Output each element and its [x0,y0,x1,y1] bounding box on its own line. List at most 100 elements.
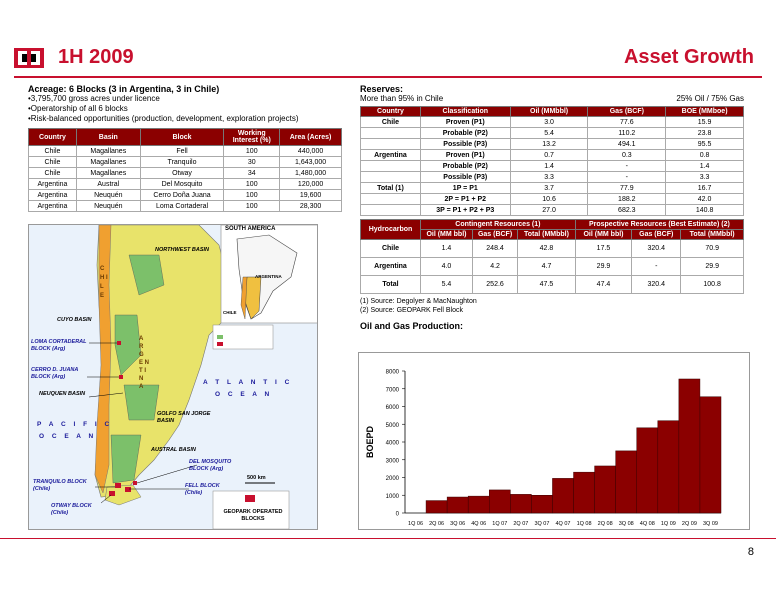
table-cell: 120,000 [279,178,342,190]
acreage-heading: Acreage: 6 Blocks (3 in Argentina, 3 in … [28,84,220,94]
x-tick-label: 1Q 09 [661,521,676,527]
table-cell: 13.2 [509,138,589,150]
cuyo-basin-label: CUYO BASIN [57,317,92,323]
chart-bar [552,478,574,514]
table-cell: 3.3 [665,171,744,183]
table-header-row: Hydrocarbon Contingent Resources (1) Pro… [360,219,745,240]
northwest-basin-label: NORTHWEST BASIN [155,247,209,253]
page-number: 8 [747,546,754,558]
table-cell [360,204,421,216]
y-tick-label: 4000 [386,441,400,447]
table-cell: Chile [28,156,77,168]
table-cell: Del Mosquito [139,178,225,190]
x-tick-label: 2Q 08 [598,521,613,527]
table-cell: 47.5 [517,275,576,294]
table-cell: 28,300 [279,200,342,212]
table-cell: 34 [223,167,281,179]
table-cell: 70.9 [680,239,744,258]
table-cell: 100.8 [680,275,744,294]
table-cell: 3.3 [509,171,589,183]
geopark-logo-icon [14,48,44,68]
table-row: Probable (P2) 5.4 110.2 23.8 [360,127,744,139]
footer-divider [0,538,776,539]
pacific-label: P A C I F I C [37,421,113,428]
table-cell [360,171,421,183]
production-chart: 0 1000 2000 3000 4000 5000 6000 7000 8000 BOEPD 1Q… [358,352,750,530]
table-cell [360,193,421,205]
y-tick-label: 7000 [386,387,400,393]
table-row: Argentina 4.0 4.2 4.7 29.9-29.9 [360,257,744,276]
table-cell: 494.1 [587,138,667,150]
reserves-chile-note: More than 95% in Chile [360,94,444,103]
y-tick-label: 8000 [386,370,400,376]
column-header: Oil (MM bbl) [574,229,633,240]
reserves-mix-note: 25% Oil / 75% Gas [676,94,744,103]
column-header: BOE (MMboe) [665,106,744,117]
table-cell: 95.5 [665,138,744,150]
table-cell: 4.0 [420,257,473,276]
table-cell: Chile [360,239,421,258]
x-tick-label: 1Q 07 [492,521,507,527]
table-cell: Argentina [28,178,77,190]
table-cell [360,160,421,172]
column-header: Working Interest (%) [223,128,281,146]
x-tick-label: 2Q 07 [513,521,528,527]
table-cell: 3.7 [509,182,589,194]
loma-cortaderal-label: LOMA CORTADERAL BLOCK (Arg) [31,339,87,352]
chart-bar [699,396,722,514]
y-axis-label: BOEPD [365,426,375,459]
fell-label: FELL BLOCK (Chile) [185,483,220,496]
production-heading: Oil and Gas Production: [360,321,464,331]
table-cell: 0.7 [509,149,589,161]
x-tick-label: 2Q 09 [682,521,697,527]
neuquen-basin-label: NEUQUEN BASIN [39,391,86,397]
table-cell: 320.4 [631,239,682,258]
table-cell: 23.8 [665,127,744,139]
column-header: Gas (BCF) [471,229,519,240]
table-cell: Loma Cortaderal [139,200,225,212]
table-cell: 1,480,000 [279,167,342,179]
acreage-bullet: •Risk-balanced opportunities (production… [28,114,299,123]
table-cell: 10.6 [509,193,589,205]
table-cell: 0.3 [587,149,667,161]
table-cell: Austral [75,178,141,190]
table-cell: 3P = P1 + P2 + P3 [419,204,511,216]
resources-table: Hydrocarbon Contingent Resources (1) Pro… [360,219,745,294]
table-cell: Proven (P1) [419,149,511,161]
header: 1H 2009 Asset Growth [0,40,776,78]
table-cell: 77.9 [587,182,667,194]
table-cell: Fell [139,145,225,157]
table-row: Possible (P3) 13.2 494.1 95.5 [360,138,744,150]
chart-bar [657,420,680,514]
chile-country-label: C H I L E [100,266,108,299]
table-cell: 100 [223,189,281,201]
table-cell: 252.6 [471,275,519,294]
reserves-subtitle: More than 95% in Chile 25% Oil / 75% Gas [360,94,744,103]
table-cell: Possible (P3) [419,138,511,150]
table-cell: Total [360,275,421,294]
chart-bar [636,427,659,514]
argentina-country-label: A R G E N T I N A [139,336,150,390]
acreage-section: Acreage: 6 Blocks (3 in Argentina, 3 in … [28,84,348,212]
pacific-ocean-label: O C E A N [39,433,97,440]
table-cell: 100 [223,200,281,212]
table-cell: 100 [223,178,281,190]
table-cell: 1.4 [665,160,744,172]
table-cell: 1P = P1 [419,182,511,194]
operated-blocks-label: GEOPARK OPERATED BLOCKS [223,509,283,522]
table-cell: 440,000 [279,145,342,157]
source-notes: (1) Source: Degolyer & MacNaughton (2) S… [360,297,750,315]
table-row: Total 5.4 252.6 47.5 47.4 320.4 100.8 [360,275,744,294]
y-tick-label: 3000 [386,458,400,464]
golfo-san-jorge-label: GOLFO SAN JORGE BASIN [157,411,211,424]
table-cell: Possible (P3) [419,171,511,183]
x-tick-label: 1Q 08 [577,521,592,527]
chart-bar [510,494,532,514]
column-header: Country [360,106,421,117]
column-header: Gas (BCF) [587,106,667,117]
table-cell: 42.0 [665,193,744,205]
chart-bar [467,495,490,514]
atlantic-label: A T L A N T I C [203,379,293,386]
column-header: Gas (BCF) [631,229,682,240]
column-header: Oil (MMbbl) [509,106,589,117]
